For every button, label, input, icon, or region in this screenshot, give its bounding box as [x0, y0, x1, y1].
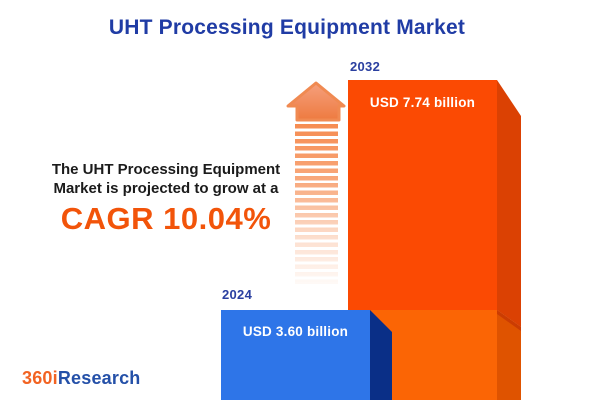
growth-arrow-tail: [295, 124, 338, 287]
brand-logo: 360iResearch: [22, 368, 141, 389]
bar-2032-face-upper: [348, 80, 497, 310]
year-label-2024: 2024: [222, 287, 253, 302]
growth-annotation-line2: Market is projected to grow at a: [53, 180, 279, 197]
bar-2032-side-lower: [497, 310, 521, 400]
growth-arrow-icon: [286, 81, 346, 122]
brand-logo-suffix: Research: [57, 368, 141, 388]
page-title: UHT Processing Equipment Market: [108, 16, 466, 39]
growth-annotation-line1: The UHT Processing Equipment: [51, 161, 281, 178]
bar-2024-side: [370, 310, 392, 400]
bar-2032-side-seam: [497, 310, 521, 331]
cagr-value: CAGR 10.04%: [60, 201, 272, 236]
growth-annotation: The UHT Processing Equipment Market is p…: [20, 160, 312, 198]
value-label-2024: USD 3.60 billion: [242, 324, 349, 339]
value-label-2032: USD 7.74 billion: [369, 95, 476, 110]
brand-logo-prefix: 360i: [22, 368, 58, 388]
bar-2032-side-upper: [497, 80, 521, 327]
year-label-2032: 2032: [350, 59, 381, 74]
bar-2024-face: [221, 310, 370, 400]
